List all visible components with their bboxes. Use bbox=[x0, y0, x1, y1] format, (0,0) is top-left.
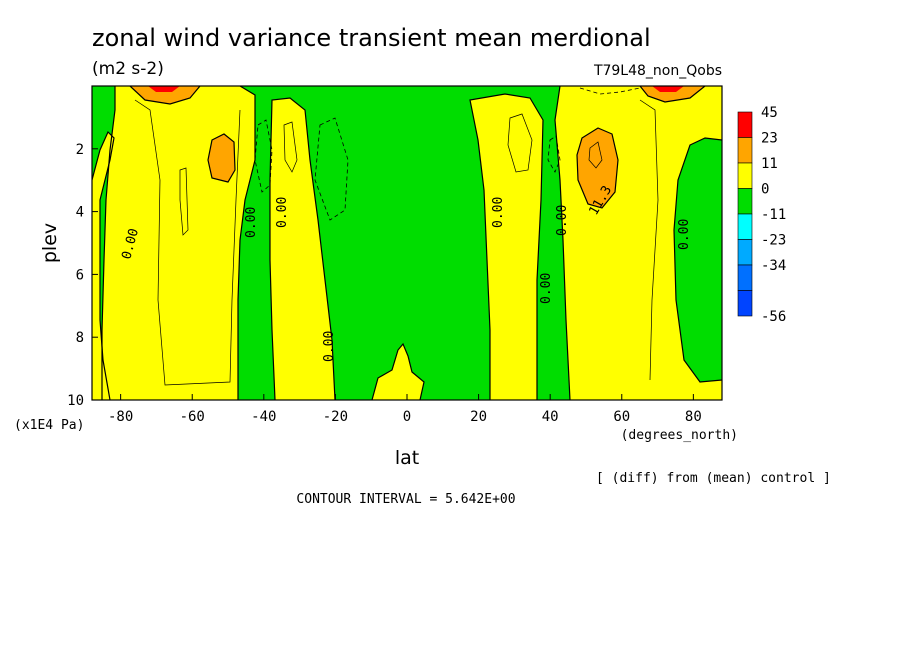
x-axis-title: lat bbox=[395, 447, 419, 469]
colorbar-swatch bbox=[737, 290, 753, 317]
colorbar-label: -11 bbox=[761, 207, 786, 223]
x-tick-label: -20 bbox=[323, 409, 348, 425]
contour-thin-nh-3 bbox=[639, 99, 659, 381]
contour-lines bbox=[92, 86, 722, 400]
colorbar-swatch bbox=[737, 188, 753, 215]
region-green-nh-poleward bbox=[674, 138, 722, 382]
colorbar-swatch bbox=[737, 239, 753, 266]
x-axis: -80 -60 -40 -20 0 20 40 60 80 bbox=[108, 394, 702, 425]
x-tick-label: 60 bbox=[613, 409, 630, 425]
x-tick-label: 40 bbox=[542, 409, 559, 425]
contour-label: 0.00 bbox=[555, 205, 570, 236]
contour-11-sh bbox=[207, 133, 236, 183]
contour-neg-sh-1 bbox=[254, 119, 273, 193]
colorbar-label: -34 bbox=[761, 258, 786, 274]
y-tick-label: 6 bbox=[76, 267, 84, 283]
contour-top-sh bbox=[129, 86, 201, 105]
contour-field: 0.00 0.00 0.00 0.00 0.00 0.00 0.00 0.00 … bbox=[92, 86, 722, 400]
contour-label: 0.00 bbox=[275, 197, 290, 228]
colorbar-label: 23 bbox=[761, 131, 778, 147]
contour-neg-sh-2 bbox=[314, 117, 349, 221]
contour-thin-sh-2 bbox=[179, 167, 189, 236]
colorbar-swatch bbox=[737, 111, 753, 138]
region-yellow-eq bbox=[372, 344, 424, 400]
contour-zero-nh-poleward bbox=[673, 137, 722, 383]
contour-zero-nh-mid bbox=[469, 93, 544, 400]
contour-zero-eq bbox=[371, 342, 425, 400]
region-red-top-nh bbox=[652, 86, 684, 92]
contour-interval: CONTOUR INTERVAL = 5.642E+00 bbox=[296, 492, 515, 507]
x-tick-label: -40 bbox=[251, 409, 276, 425]
colorbar-swatch bbox=[737, 162, 753, 189]
colorbar-swatch bbox=[737, 213, 753, 240]
colorbar-swatch bbox=[737, 137, 753, 164]
contour-zero-sh-mid bbox=[269, 97, 336, 400]
contour-zero-nh-main bbox=[554, 86, 571, 400]
contour-label: 0.00 bbox=[244, 207, 259, 238]
x-tick-label: -80 bbox=[108, 409, 133, 425]
contour-neg-nh-1 bbox=[547, 135, 561, 173]
contour-neg-top-nh bbox=[579, 87, 641, 95]
region-orange-nh bbox=[577, 128, 618, 208]
y-tick-label: 4 bbox=[76, 205, 84, 221]
contour-thin-nh-1 bbox=[507, 113, 533, 173]
y-axis-title: plev bbox=[39, 223, 61, 263]
contour-11-nh bbox=[576, 127, 619, 209]
contour-zero-sh-main-left bbox=[101, 86, 116, 400]
contour-label: 0.00 bbox=[322, 331, 337, 362]
contour-lines-thin bbox=[134, 99, 659, 386]
run-label: T79L48_non_Qobs bbox=[593, 63, 722, 79]
region-orange-top-sh bbox=[130, 86, 200, 104]
y-tick-label: 8 bbox=[76, 330, 84, 346]
contour-thin-nh-2 bbox=[588, 141, 603, 169]
y-tick-label: 2 bbox=[76, 142, 84, 158]
contour-thin-sh-3 bbox=[283, 121, 298, 173]
region-yellow-sh-far bbox=[92, 132, 114, 400]
contour-label: 0.00 bbox=[491, 197, 506, 228]
region-yellow-sh-mid bbox=[270, 98, 335, 400]
x-tick-label: 80 bbox=[685, 409, 702, 425]
contour-label: 0.00 bbox=[539, 273, 554, 304]
y-axis: 2 4 6 8 10 bbox=[67, 142, 98, 409]
contour-thin-sh-1 bbox=[134, 99, 241, 386]
chart-units: (m2 s-2) bbox=[92, 59, 164, 79]
y-units-label: (x1E4 Pa) bbox=[14, 418, 84, 433]
colorbar-label: 45 bbox=[761, 105, 778, 121]
contour-lines-negative bbox=[254, 87, 641, 221]
diff-note: [ (diff) from (mean) control ] bbox=[596, 471, 831, 486]
contour-label: 0.00 bbox=[677, 219, 692, 250]
x-units-label: (degrees_north) bbox=[621, 428, 738, 443]
region-red-top-sh bbox=[148, 86, 180, 92]
colorbar: 45 23 11 0 -11 -23 -34 -56 bbox=[737, 105, 786, 325]
colorbar-label: 11 bbox=[761, 156, 778, 172]
colorbar-label: -23 bbox=[761, 233, 786, 249]
x-tick-label: 20 bbox=[470, 409, 487, 425]
colorbar-label: -56 bbox=[761, 309, 786, 325]
x-tick-label: -60 bbox=[180, 409, 205, 425]
chart-title: zonal wind variance transient mean merdi… bbox=[92, 24, 651, 52]
contour-top-nh bbox=[639, 86, 706, 103]
x-tick-label: 0 bbox=[403, 409, 411, 425]
colorbar-label: 0 bbox=[761, 182, 769, 198]
region-orange-sh bbox=[208, 134, 235, 182]
colorbar-swatch bbox=[737, 264, 753, 291]
y-tick-label: 10 bbox=[67, 393, 84, 409]
contour-zero-sh-main-right bbox=[237, 86, 256, 400]
